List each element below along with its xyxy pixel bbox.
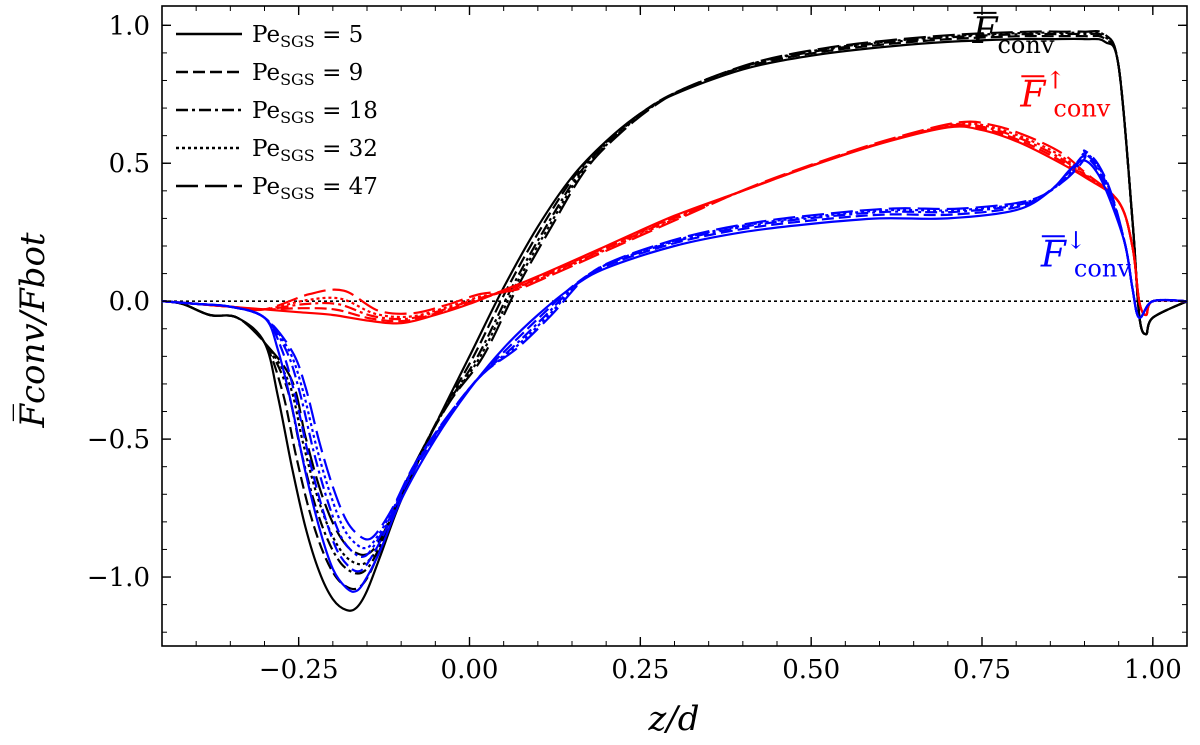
down-series-pe-9 [161, 155, 1188, 573]
legend-label: PeSGS = 47 [252, 174, 378, 203]
x-tick-label: 1.00 [1124, 655, 1182, 685]
x-axis-label: z/d [647, 699, 699, 739]
annotation-downflow: F↓ conv [1040, 226, 1131, 282]
series-layer [161, 29, 1188, 612]
legend-label: PeSGS = 32 [252, 136, 378, 165]
up-series-pe-9 [161, 124, 1188, 323]
y-tick-label: −0.5 [87, 425, 150, 455]
x-tick-label: 0.00 [441, 655, 499, 685]
y-tick-label: 0.5 [109, 149, 150, 179]
up-series-pe-32 [161, 122, 1188, 319]
total-series-pe-47 [161, 29, 1188, 557]
x-tick-label: 0.25 [611, 655, 669, 685]
y-tick-label: 0.0 [109, 287, 150, 317]
down-series-pe-5 [161, 159, 1188, 593]
down-series-pe-18 [161, 152, 1188, 558]
legend: PeSGS = 5 PeSGS = 9 PeSGS = 18 PeSGS = 32 Pe… [176, 22, 378, 203]
y-axis-label: F̅conv/Fbot [12, 232, 53, 428]
annotation-total: Fconv [972, 11, 1055, 59]
y-tick-label: 1.0 [109, 11, 150, 41]
x-tick-label: 0.50 [782, 655, 840, 685]
annotation-upflow: F↑ conv [1019, 66, 1110, 122]
legend-label: PeSGS = 5 [252, 22, 363, 51]
legend-label: PeSGS = 9 [252, 60, 363, 89]
legend-label: PeSGS = 18 [252, 98, 378, 127]
total-series-pe-5 [161, 37, 1188, 612]
down-series-pe-47 [161, 149, 1188, 541]
x-tick-label: −0.25 [259, 655, 339, 685]
y-tick-label: −1.0 [87, 563, 150, 593]
x-tick-label: 0.75 [953, 655, 1011, 685]
ticks-layer: −0.25 0.00 0.25 0.50 0.75 1.00 −1.0 −0.5 0.0 0.5 1… [87, 6, 1188, 685]
annotations: Fconv F↑ conv F↓ conv [972, 11, 1132, 282]
up-series-pe-47 [161, 120, 1188, 317]
